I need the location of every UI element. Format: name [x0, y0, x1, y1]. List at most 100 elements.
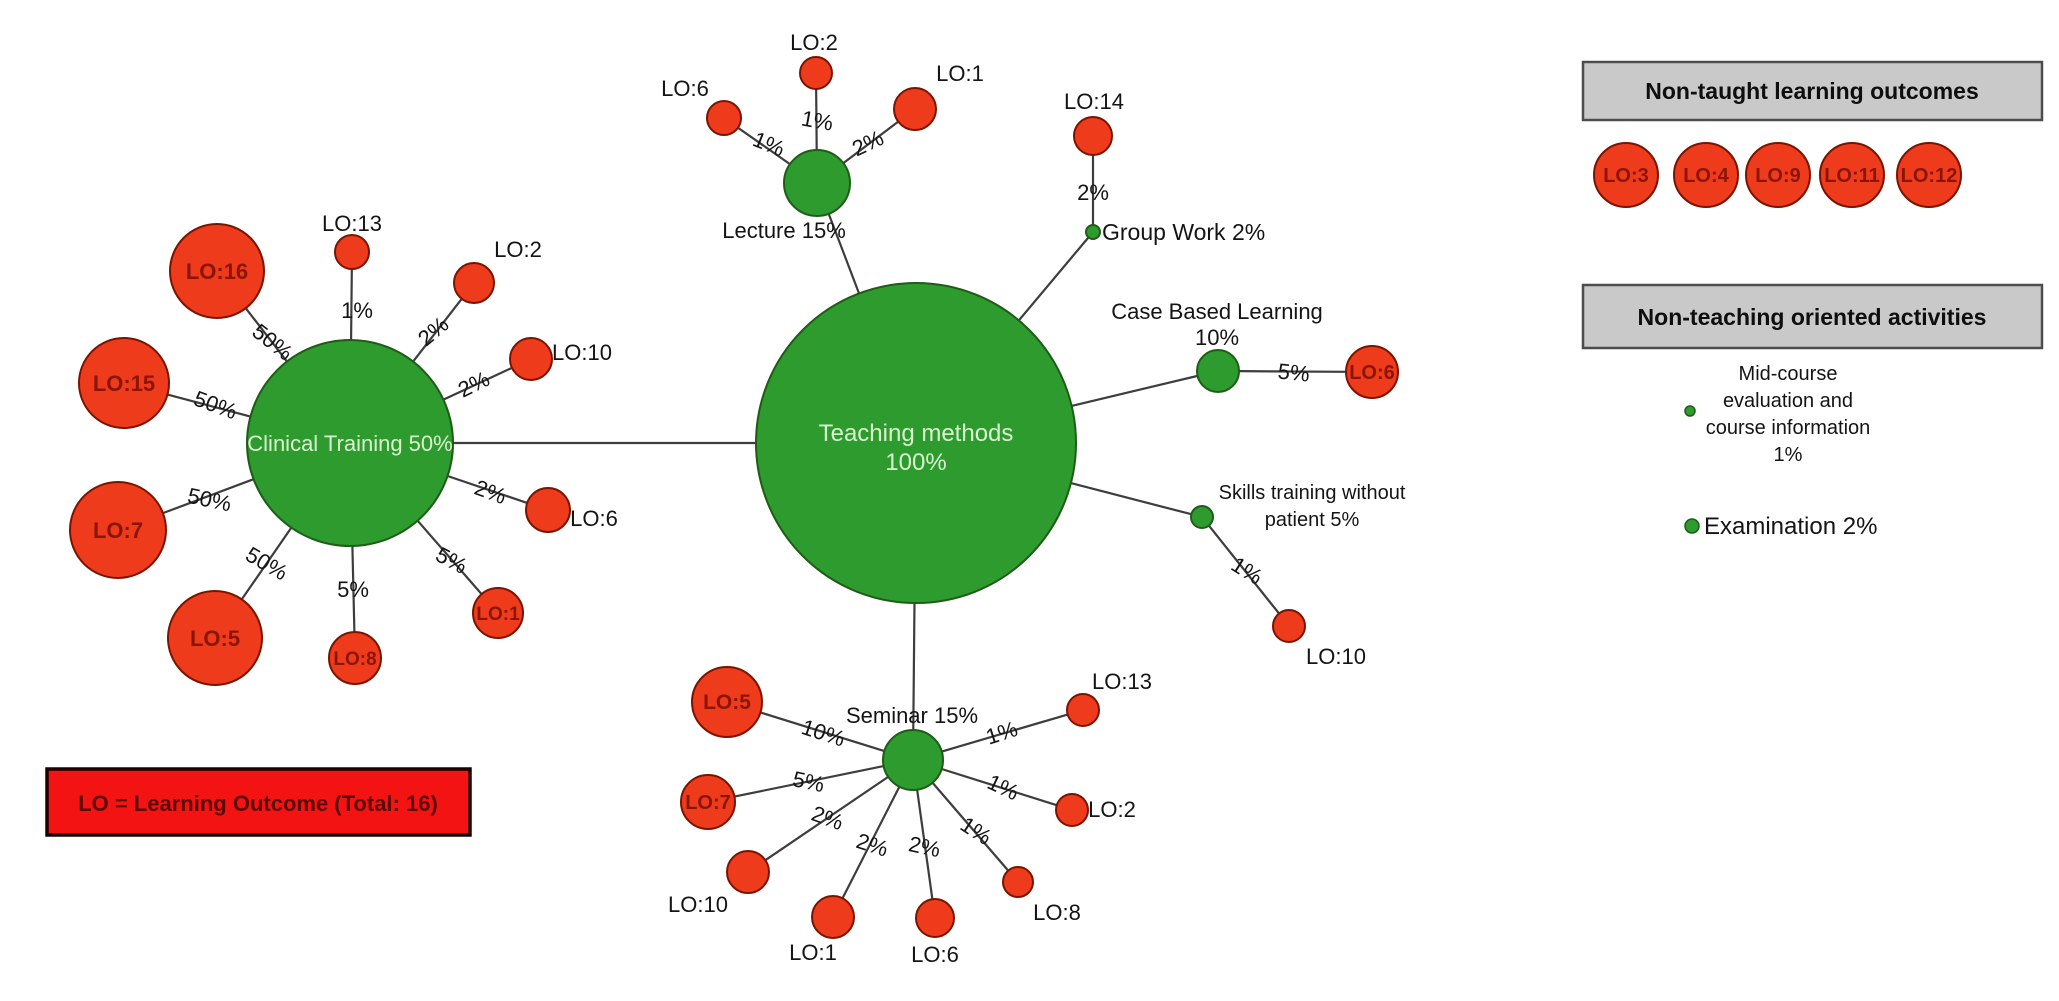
note-text: LO = Learning Outcome (Total: 16): [78, 791, 438, 816]
note-box: [45, 767, 472, 837]
node-label-st: Skills training without: [1219, 482, 1406, 504]
node-label-lo13a: LO:13: [322, 211, 382, 236]
examination-label: Examination 2%: [1704, 513, 1877, 540]
edges-layer: [162, 88, 1347, 900]
midcourse-label-line: Mid-course: [1739, 363, 1838, 385]
edge-lec-lo6b: [737, 126, 791, 165]
legend-node-label: LO:11: [1824, 165, 1880, 187]
edge-label-ct-lo5a: 50%: [241, 542, 292, 586]
edge-label-sem-lo7b: 5%: [790, 766, 826, 797]
node-lec: [783, 149, 851, 217]
node-label-lo1b: LO:1: [936, 61, 984, 86]
node-sem: [882, 729, 944, 791]
legend: Non-taught learning outcomes Non-teachin…: [1581, 60, 2044, 540]
node-label-lo5b: LO:5: [703, 691, 751, 714]
midcourse-label-line: 1%: [1774, 444, 1803, 466]
edge-sem-lo1c: [841, 786, 901, 899]
edge-ct-lo2a: [412, 298, 463, 363]
node-lo5a: [167, 590, 263, 686]
node-lo6c: [1345, 345, 1399, 399]
node-label-lec: Lecture 15%: [722, 218, 846, 243]
node-label-lo2c: LO:2: [1088, 797, 1136, 822]
nodes-layer: [69, 56, 1399, 939]
edge-label-ct-lo13a: 1%: [341, 298, 373, 323]
node-lo1b: [893, 87, 937, 131]
node-lo6d: [915, 898, 955, 938]
edge-label-sem-lo1c: 2%: [853, 828, 891, 862]
node-label-lo1c: LO:1: [789, 940, 837, 965]
edge-label-sem-lo5b: 10%: [799, 714, 849, 751]
node-lo8a: [328, 631, 382, 685]
edge-lec-lo2b: [815, 88, 818, 151]
node-label-lo10b: LO:10: [1306, 644, 1366, 669]
edge-tm-sem: [912, 602, 916, 731]
node-label-tm: 100%: [885, 449, 946, 476]
node-label-tm: Teaching methods: [819, 420, 1014, 447]
edge-tm-lec: [827, 213, 861, 294]
edge-label-ct-lo10a: 2%: [454, 366, 494, 402]
edge-ct-lo7a: [162, 478, 254, 515]
edge-label-sem-lo10c: 2%: [808, 801, 846, 835]
node-label-cbl: Case Based Learning: [1111, 299, 1323, 324]
node-label-lo13b: LO:13: [1092, 669, 1152, 694]
edge-label-ct-lo6a: 2%: [471, 475, 509, 509]
node-lo6b: [706, 100, 742, 136]
edge-label-cbl-lo6c: 5%: [1277, 358, 1311, 386]
legend-title-non-teaching: Non-teaching oriented activities: [1638, 304, 1987, 330]
legend-node-label: LO:12: [1901, 165, 1958, 187]
node-label-lo2a: LO:2: [494, 237, 542, 262]
edge-tm-gw: [1017, 236, 1090, 322]
edge-ct-lo8a: [351, 545, 356, 633]
legend-node-label: LO:3: [1603, 165, 1649, 187]
node-lo15: [78, 337, 170, 429]
node-lo16: [169, 223, 265, 319]
edge-ct-lo5a: [240, 527, 293, 600]
node-label-lo6d: LO:6: [911, 942, 959, 967]
node-label-lo7b: LO:7: [685, 792, 731, 814]
edge-label-ct-lo15: 50%: [191, 386, 241, 425]
legend-node-lo9: [1745, 142, 1811, 208]
edge-ct-lo6a: [447, 474, 528, 504]
edge-label-sem-lo2c: 1%: [983, 769, 1022, 805]
node-lo7b: [680, 774, 736, 830]
node-label-lo14: LO:14: [1064, 89, 1124, 114]
node-lo10c: [726, 850, 770, 894]
legend-node-lo4: [1673, 142, 1739, 208]
edge-sem-lo5b: [760, 711, 885, 753]
node-label-cbl: 10%: [1195, 325, 1239, 350]
legend-node-lo12: [1896, 142, 1962, 208]
node-lo14: [1073, 116, 1113, 156]
legend-items: LO:3 LO:4 LO:9 LO:11 LO:12 Mid-course evaluati…: [1593, 142, 1962, 466]
edge-ct-lo1a: [416, 519, 483, 595]
node-lo10b: [1272, 609, 1306, 643]
node-label-lo10c: LO:10: [668, 892, 728, 917]
node-lo13a: [334, 234, 370, 270]
legend-node-lo3: [1593, 142, 1659, 208]
node-label-lo2b: LO:2: [790, 30, 838, 55]
node-label-lo7a: LO:7: [93, 518, 143, 543]
edge-label-lec-lo6b: 1%: [749, 127, 788, 162]
node-label-lo10a: LO:10: [552, 340, 612, 365]
node-label-gw: Group Work 2%: [1102, 219, 1265, 245]
edge-sem-lo2c: [941, 767, 1058, 807]
midcourse-label-line: course information: [1706, 417, 1871, 439]
node-label-st: patient 5%: [1265, 509, 1360, 531]
node-lo10a: [509, 337, 553, 381]
node-st: [1190, 505, 1214, 529]
node-label-lo6c: LO:6: [1349, 362, 1395, 384]
edge-sem-lo13b: [941, 713, 1068, 753]
node-label-sem: Seminar 15%: [846, 703, 978, 728]
midcourse-label-line: evaluation and: [1723, 390, 1853, 412]
node-label-lo5a: LO:5: [190, 626, 240, 651]
node-lo2c: [1055, 793, 1089, 827]
node-lo2b: [799, 56, 833, 90]
node-lo2a: [453, 262, 495, 304]
edge-ct-lo15: [167, 393, 251, 418]
edge-label-lec-lo2b: 1%: [799, 106, 835, 136]
edge-sem-lo6d: [916, 789, 934, 900]
edge-sem-lo7b: [734, 764, 884, 798]
edge-sem-lo10c: [764, 775, 889, 862]
edge-label-sem-lo13b: 1%: [983, 716, 1021, 750]
edge-ct-lo16: [244, 307, 288, 363]
